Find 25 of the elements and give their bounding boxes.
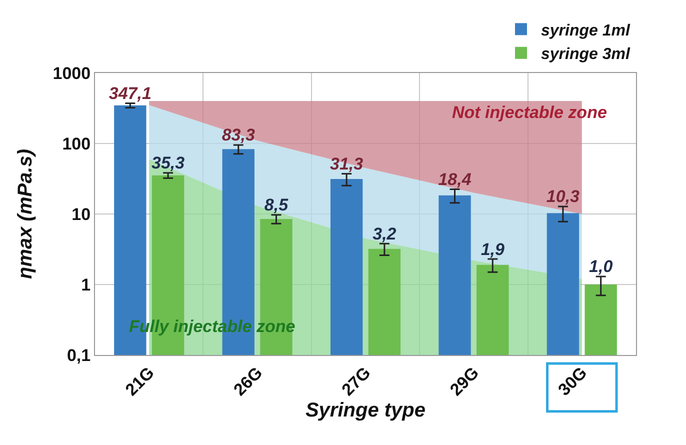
data-label: 8,5 bbox=[264, 196, 289, 215]
data-label: 1,9 bbox=[480, 240, 505, 259]
y-tick-label: 1000 bbox=[52, 64, 91, 83]
y-tick-label: 100 bbox=[62, 134, 91, 154]
legend-label: syringe 3ml bbox=[541, 46, 630, 64]
data-label: 83,3 bbox=[222, 126, 256, 145]
data-label: 3,2 bbox=[372, 224, 397, 244]
y-axis-title: ηmax (mPa.s) bbox=[14, 148, 36, 280]
data-label: 31,3 bbox=[330, 154, 364, 174]
x-tick-label: 27G bbox=[338, 363, 374, 400]
data-label: 347,1 bbox=[108, 84, 152, 104]
x-tick-label: 26G bbox=[230, 363, 266, 400]
x-axis-title: Syringe type bbox=[305, 399, 426, 422]
data-label: 10,3 bbox=[546, 187, 580, 206]
y-tick-label: 10 bbox=[72, 204, 91, 224]
x-tick-label: 30G bbox=[554, 363, 591, 400]
y-tick-label: 0,1 bbox=[66, 346, 91, 365]
data-label: 35,3 bbox=[151, 154, 186, 173]
x-tick-label: 21G bbox=[122, 363, 158, 400]
data-label: 1,0 bbox=[589, 257, 614, 276]
legend-label: syringe 1ml bbox=[541, 22, 630, 40]
y-tick-label: 1 bbox=[81, 275, 91, 294]
data-label: 18,4 bbox=[438, 170, 472, 190]
x-tick-label: 29G bbox=[446, 363, 483, 400]
annotation: Not injectable zone bbox=[452, 103, 607, 122]
